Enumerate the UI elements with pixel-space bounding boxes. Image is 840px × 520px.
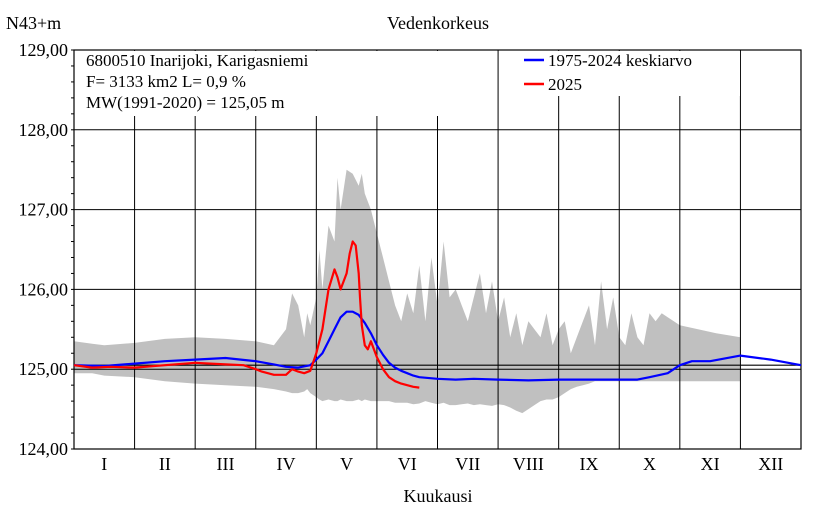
- y-tick-label: 127,00: [19, 200, 69, 220]
- x-tick-label: V: [340, 454, 353, 474]
- x-tick-label: IX: [579, 454, 598, 474]
- info-box-background: [75, 51, 495, 116]
- plot-frame: [73, 49, 802, 450]
- y-tick-label: 128,00: [19, 120, 69, 140]
- x-tick-labels: I II III IV V VI VII VIII IX X XI XII: [101, 454, 783, 474]
- min-max-band: [74, 169, 741, 414]
- series-lines: [73, 240, 802, 389]
- grid: [71, 49, 802, 450]
- x-tick-label: VIII: [513, 454, 544, 474]
- y-tick-label: 129,00: [19, 40, 69, 60]
- legend-label: 1975-2024 keskiarvo: [548, 51, 692, 70]
- y-tick-labels: 124,00 125,00 126,00 127,00 128,00 129,00: [19, 40, 69, 459]
- legend: 1975-2024 keskiarvo 2025: [518, 51, 740, 96]
- range-band: [74, 169, 741, 414]
- info-box: 6800510 Inarijoki, Karigasniemi F= 3133 k…: [75, 51, 495, 116]
- x-tick-label: VII: [455, 454, 480, 474]
- x-tick-label: X: [643, 454, 656, 474]
- y-tick-label: 124,00: [19, 439, 69, 459]
- y-tick-label: 126,00: [19, 279, 69, 299]
- x-tick-label: II: [159, 454, 171, 474]
- info-line: F= 3133 km2 L= 0,9 %: [86, 72, 246, 91]
- info-line: MW(1991-2020) = 125,05 m: [86, 93, 284, 112]
- x-axis-label: Kuukausi: [404, 486, 473, 506]
- legend-label: 2025: [548, 75, 582, 94]
- x-tick-label: IV: [277, 454, 296, 474]
- legend-background: [518, 51, 740, 96]
- chart-title: Vedenkorkeus: [387, 13, 489, 33]
- y-axis-label: N43+m: [6, 13, 61, 33]
- x-tick-label: XII: [758, 454, 783, 474]
- series-line-current: [73, 240, 420, 389]
- y-tick-label: 125,00: [19, 359, 69, 379]
- series-line-mean: [73, 310, 802, 382]
- x-tick-label: III: [216, 454, 234, 474]
- x-tick-label: VI: [398, 454, 417, 474]
- x-tick-label: XI: [701, 454, 720, 474]
- info-line: 6800510 Inarijoki, Karigasniemi: [86, 51, 309, 70]
- x-tick-label: I: [101, 454, 107, 474]
